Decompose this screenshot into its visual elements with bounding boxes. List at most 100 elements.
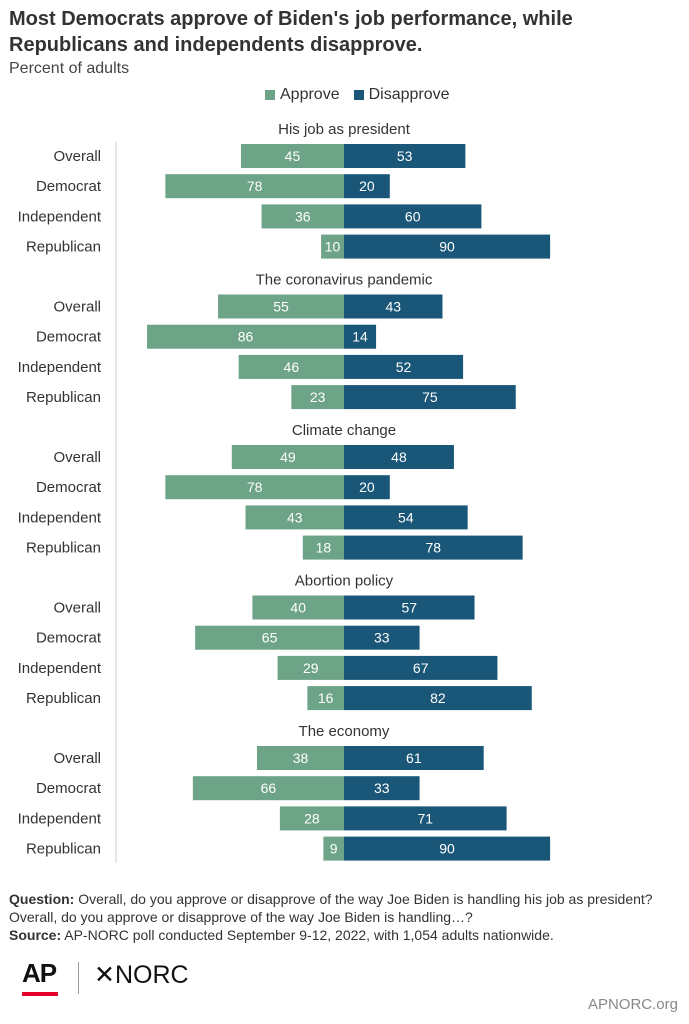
approve-bar bbox=[231, 445, 344, 469]
row-label: Republican bbox=[26, 690, 101, 707]
row-label: Overall bbox=[53, 750, 101, 767]
row-label: Republican bbox=[26, 841, 101, 858]
logo-divider bbox=[78, 962, 79, 994]
disapprove-bar bbox=[344, 535, 523, 560]
group-title: The economy bbox=[299, 723, 390, 740]
approve-value-label: 43 bbox=[287, 509, 303, 525]
approve-bar bbox=[147, 324, 344, 349]
disapprove-bar bbox=[344, 595, 475, 620]
site-url[interactable]: APNORC.org bbox=[587, 996, 678, 1013]
approve-value-label: 40 bbox=[290, 600, 306, 616]
disapprove-bar bbox=[344, 204, 482, 229]
disapprove-value-label: 33 bbox=[374, 630, 390, 646]
disapprove-value-label: 67 bbox=[413, 660, 429, 676]
disapprove-bar bbox=[344, 324, 377, 349]
approve-value-label: 66 bbox=[261, 780, 277, 796]
approve-bar bbox=[245, 505, 344, 530]
row-label: Overall bbox=[53, 148, 101, 165]
legend-item-approve: Approve bbox=[265, 86, 340, 104]
row-label: Independent bbox=[18, 660, 102, 677]
disapprove-bar bbox=[344, 234, 551, 259]
approve-bar bbox=[238, 354, 344, 379]
row-label: Democrat bbox=[36, 630, 102, 647]
disapprove-value-label: 60 bbox=[405, 208, 421, 224]
approve-value-label: 28 bbox=[304, 810, 320, 826]
legend-swatch-disapprove bbox=[353, 90, 364, 100]
approve-bar bbox=[165, 174, 344, 199]
disapprove-bar bbox=[344, 686, 532, 711]
disapprove-bar bbox=[344, 385, 516, 410]
approve-bar bbox=[256, 746, 344, 770]
approve-value-label: 16 bbox=[318, 690, 334, 706]
legend-label-approve: Approve bbox=[280, 86, 340, 103]
diverging-bar-chart: His job as president Overall 45 53 Democrat 7… bbox=[18, 121, 551, 863]
approve-value-label: 78 bbox=[247, 178, 263, 194]
approve-bar bbox=[302, 535, 344, 560]
disapprove-bar bbox=[344, 445, 454, 469]
legend: Approve Disapprove bbox=[265, 86, 464, 104]
ap-logo-underline bbox=[22, 992, 58, 996]
disapprove-bar bbox=[344, 505, 468, 530]
disapprove-value-label: 54 bbox=[398, 509, 414, 525]
disapprove-value-label: 90 bbox=[439, 239, 455, 255]
approve-bar bbox=[307, 686, 344, 711]
row-label: Republican bbox=[26, 540, 101, 557]
row-label: Independent bbox=[18, 509, 102, 526]
disapprove-bar bbox=[344, 144, 466, 168]
approve-bar bbox=[252, 595, 344, 620]
approve-bar bbox=[165, 475, 344, 500]
disapprove-bar bbox=[344, 655, 498, 680]
approve-value-label: 36 bbox=[295, 208, 311, 224]
approve-value-label: 18 bbox=[316, 540, 332, 556]
row-label: Overall bbox=[53, 449, 101, 466]
chart-subtitle: Percent of adults bbox=[9, 60, 130, 77]
approve-value-label: 9 bbox=[330, 841, 338, 857]
approve-value-label: 10 bbox=[325, 239, 341, 255]
norc-logo: ✕NORC bbox=[94, 961, 189, 989]
disapprove-value-label: 20 bbox=[359, 178, 375, 194]
disapprove-bar bbox=[344, 294, 443, 319]
row-label: Overall bbox=[53, 600, 101, 617]
legend-swatch-approve bbox=[265, 90, 275, 100]
disapprove-value-label: 33 bbox=[374, 780, 390, 796]
approve-value-label: 46 bbox=[284, 359, 300, 375]
disapprove-value-label: 52 bbox=[396, 359, 412, 375]
source-text: AP-NORC poll conducted September 9-12, 2… bbox=[61, 927, 554, 943]
row-label: Democrat bbox=[36, 178, 102, 195]
row-label: Republican bbox=[26, 239, 101, 256]
approve-value-label: 86 bbox=[238, 329, 254, 345]
row-label: Independent bbox=[18, 208, 102, 225]
disapprove-value-label: 48 bbox=[391, 449, 407, 465]
approve-value-label: 38 bbox=[293, 750, 309, 766]
question-label: Question: bbox=[9, 891, 75, 907]
row-label: Independent bbox=[18, 359, 102, 376]
approve-value-label: 29 bbox=[303, 660, 319, 676]
disapprove-value-label: 61 bbox=[406, 750, 422, 766]
disapprove-bar bbox=[344, 776, 420, 801]
approve-bar bbox=[323, 836, 344, 861]
group-title: Climate change bbox=[292, 422, 396, 439]
source-label: Source: bbox=[9, 927, 62, 943]
disapprove-bar bbox=[344, 174, 390, 199]
disapprove-bar bbox=[344, 354, 464, 379]
group-title: His job as president bbox=[278, 121, 411, 138]
disapprove-value-label: 90 bbox=[439, 841, 455, 857]
disapprove-value-label: 75 bbox=[422, 389, 438, 405]
disapprove-bar bbox=[344, 806, 507, 831]
row-label: Democrat bbox=[36, 479, 102, 496]
approve-bar bbox=[192, 776, 344, 801]
approve-bar bbox=[195, 625, 344, 650]
question-text: Overall, do you approve or disapprove of… bbox=[9, 891, 653, 925]
group-title: The coronavirus pandemic bbox=[256, 272, 433, 289]
disapprove-value-label: 14 bbox=[352, 329, 368, 345]
approve-value-label: 65 bbox=[262, 630, 278, 646]
approve-value-label: 49 bbox=[280, 449, 296, 465]
row-label: Republican bbox=[26, 389, 101, 406]
disapprove-value-label: 78 bbox=[426, 540, 442, 556]
group-title: Abortion policy bbox=[295, 573, 394, 590]
disapprove-bar bbox=[344, 836, 551, 861]
disapprove-bar bbox=[344, 746, 484, 770]
approve-bar bbox=[321, 234, 344, 259]
disapprove-bar bbox=[344, 475, 390, 500]
chart-title: Most Democrats approve of Biden's job pe… bbox=[9, 8, 573, 56]
